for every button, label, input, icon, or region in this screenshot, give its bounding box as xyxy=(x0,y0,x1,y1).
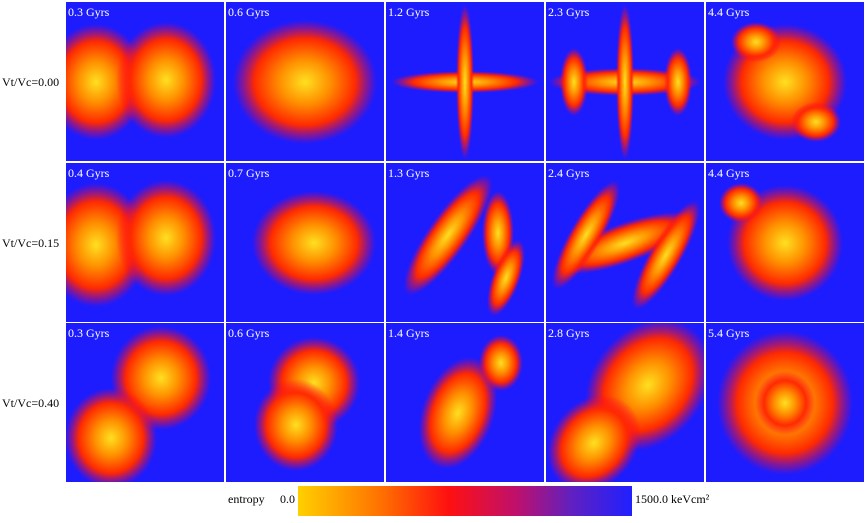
gas-map xyxy=(391,4,539,160)
panel: 2.3 Gyrs xyxy=(546,2,704,161)
panel: 0.7 Gyrs xyxy=(226,163,384,322)
gas-map xyxy=(403,174,525,316)
gas-blob xyxy=(479,335,523,391)
panel: 0.4 Gyrs xyxy=(66,163,224,322)
colorbar-max: 1500.0 keVcm² xyxy=(635,492,710,506)
panel-time: 0.6 Gyrs xyxy=(228,5,270,19)
panel-time: 2.8 Gyrs xyxy=(548,326,590,340)
gas-blob xyxy=(487,240,525,316)
panel: 4.4 Gyrs xyxy=(706,2,864,161)
gas-map xyxy=(66,22,216,140)
panel-time: 4.4 Gyrs xyxy=(708,5,750,19)
panel-time: 5.4 Gyrs xyxy=(708,326,750,340)
gas-blob xyxy=(252,191,376,295)
gas-map xyxy=(233,20,377,144)
gas-blob xyxy=(755,371,815,435)
panel-time: 1.3 Gyrs xyxy=(388,166,430,180)
gas-blob xyxy=(552,180,620,290)
panel: 2.8 Gyrs xyxy=(546,323,704,482)
panel-time: 4.4 Gyrs xyxy=(708,166,750,180)
panel-time: 2.3 Gyrs xyxy=(548,5,590,19)
gas-blob xyxy=(418,357,498,469)
panel-time: 0.6 Gyrs xyxy=(228,326,270,340)
gas-blob xyxy=(791,102,841,142)
gas-blob xyxy=(233,20,377,144)
gas-blob xyxy=(116,22,216,138)
gas-blob xyxy=(254,379,338,471)
panel-time: 0.3 Gyrs xyxy=(68,5,110,19)
gas-blob xyxy=(731,22,781,62)
panel-grid: Vt/Vc=0.00 0.3 Gyrs 0.6 Gyrs 1.2 Gyrs 2.3 Gy… xyxy=(2,2,864,482)
gas-blob xyxy=(719,183,763,223)
panel-time: 0.7 Gyrs xyxy=(228,166,270,180)
panel: 0.6 Gyrs xyxy=(226,323,384,482)
gas-blob xyxy=(66,388,157,482)
row-label: Vt/Vc=0.40 xyxy=(2,396,59,410)
gas-blob xyxy=(403,174,493,296)
row-label: Vt/Vc=0.00 xyxy=(2,75,59,89)
panel-time: 2.4 Gyrs xyxy=(548,166,590,180)
gas-blob xyxy=(664,48,692,116)
panel: 5.4 Gyrs xyxy=(706,323,864,482)
gas-map xyxy=(552,180,700,310)
gas-blob xyxy=(556,212,694,274)
panel: 1.3 Gyrs xyxy=(386,163,544,322)
gas-map xyxy=(66,180,216,307)
row-label: Vt/Vc=0.15 xyxy=(2,236,59,250)
gas-blob xyxy=(560,48,588,116)
gas-map xyxy=(66,326,211,482)
gas-map xyxy=(252,191,376,295)
panel-time: 1.4 Gyrs xyxy=(388,326,430,340)
panel: 1.2 Gyrs xyxy=(386,2,544,161)
gas-blob xyxy=(456,4,474,160)
colorbar-min: 0.0 xyxy=(280,492,295,506)
panel: 0.6 Gyrs xyxy=(226,2,384,161)
panel: 0.3 Gyrs xyxy=(66,323,224,482)
colorbar-title: entropy xyxy=(228,492,265,506)
gas-map xyxy=(549,4,701,160)
gas-blob xyxy=(632,200,700,310)
gas-map xyxy=(418,335,523,469)
gas-map xyxy=(723,22,847,142)
panel-time: 1.2 Gyrs xyxy=(388,5,430,19)
gas-map xyxy=(547,323,704,482)
panel: 2.4 Gyrs xyxy=(546,163,704,322)
gas-blob xyxy=(547,394,641,482)
gas-blob xyxy=(616,4,634,160)
colorbar xyxy=(298,486,632,516)
gas-map xyxy=(254,337,360,471)
panel: 1.4 Gyrs xyxy=(386,323,544,482)
panel-time: 0.3 Gyrs xyxy=(68,326,110,340)
panel: 0.3 Gyrs xyxy=(66,2,224,161)
panel: 4.4 Gyrs xyxy=(706,163,864,322)
gas-map xyxy=(717,331,853,475)
gas-map xyxy=(719,183,843,301)
panel-time: 0.4 Gyrs xyxy=(68,166,110,180)
gas-blob xyxy=(116,180,216,296)
